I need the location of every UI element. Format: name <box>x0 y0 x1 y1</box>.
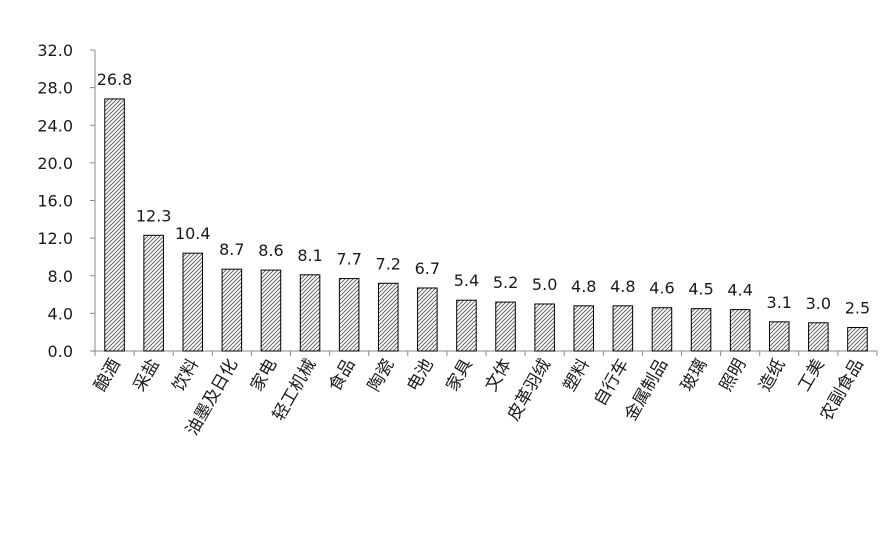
data-label: 26.8 <box>97 70 133 89</box>
data-label: 4.4 <box>727 281 752 300</box>
bar <box>182 252 204 352</box>
bar <box>456 299 477 352</box>
y-tick-label: 4.0 <box>48 304 73 323</box>
x-tick-label: 家电 <box>247 356 281 395</box>
data-label: 6.7 <box>415 259 440 278</box>
bar <box>495 301 516 352</box>
bar <box>534 303 555 352</box>
data-label: 3.0 <box>806 294 831 313</box>
x-tick-label: 陶瓷 <box>364 356 398 395</box>
x-tick-label: 家具 <box>442 356 476 395</box>
bar <box>417 287 438 352</box>
x-tick-label: 电池 <box>403 356 437 395</box>
y-tick-label: 24.0 <box>37 116 73 135</box>
x-tick-label: 工美 <box>794 356 828 395</box>
x-tick-label: 玻璃 <box>677 356 711 395</box>
y-axis: 0.0 4.0 8.0 12.0 16.0 20.0 24.0 28.0 32.0 <box>37 41 96 361</box>
x-tick-label: 塑料 <box>560 356 594 395</box>
data-label: 7.7 <box>336 250 361 269</box>
x-tick-label: 饮料 <box>169 356 203 395</box>
y-tick-label: 0.0 <box>48 342 73 361</box>
x-tick-label: 食品 <box>325 356 359 395</box>
bar <box>847 326 868 352</box>
y-tick-label: 28.0 <box>37 79 73 98</box>
data-label: 4.8 <box>610 277 635 296</box>
y-tick-label: 20.0 <box>37 154 73 173</box>
y-tick-label: 8.0 <box>48 267 73 286</box>
data-label: 5.2 <box>493 273 518 292</box>
data-label: 8.1 <box>297 246 322 265</box>
x-tick-label: 自行车 <box>590 356 633 410</box>
data-label: 4.8 <box>571 277 596 296</box>
bar <box>612 305 634 352</box>
y-tick-label: 12.0 <box>37 229 73 248</box>
bar <box>143 234 164 352</box>
bar <box>729 309 751 352</box>
x-tick-label: 酿酒 <box>91 356 125 395</box>
y-tick-label: 16.0 <box>37 192 73 211</box>
bars <box>104 98 868 352</box>
data-label: 2.5 <box>845 298 870 317</box>
bar <box>651 307 673 352</box>
data-label: 12.3 <box>136 206 172 225</box>
data-label: 4.5 <box>688 280 713 299</box>
x-tick-label: 照明 <box>716 356 750 395</box>
bar <box>260 269 282 352</box>
bar <box>768 321 790 352</box>
bar <box>104 98 125 352</box>
data-label: 8.7 <box>219 240 244 259</box>
bar <box>573 305 595 352</box>
bar <box>690 308 712 352</box>
data-label: 7.2 <box>376 254 401 273</box>
data-label: 8.6 <box>258 241 283 260</box>
data-label: 10.4 <box>175 224 211 243</box>
x-tick-label: 文体 <box>482 356 516 395</box>
x-tick-label: 造纸 <box>755 356 789 395</box>
data-label: 5.4 <box>454 271 479 290</box>
bar <box>338 278 360 352</box>
y-tick-label: 32.0 <box>37 41 73 60</box>
x-tick-label: 采盐 <box>130 356 164 395</box>
data-label: 3.1 <box>767 293 792 312</box>
bar <box>377 282 399 352</box>
bar <box>221 268 243 352</box>
bar <box>299 274 321 352</box>
data-label: 5.0 <box>532 275 557 294</box>
x-axis <box>94 350 878 356</box>
data-label: 4.6 <box>649 279 674 298</box>
data-labels: 26.8 12.310.4 8.7 8.6 8.1 7.7 7.2 6.7 5.4 5.2 5.0 4… <box>97 70 870 318</box>
bar <box>808 322 829 352</box>
